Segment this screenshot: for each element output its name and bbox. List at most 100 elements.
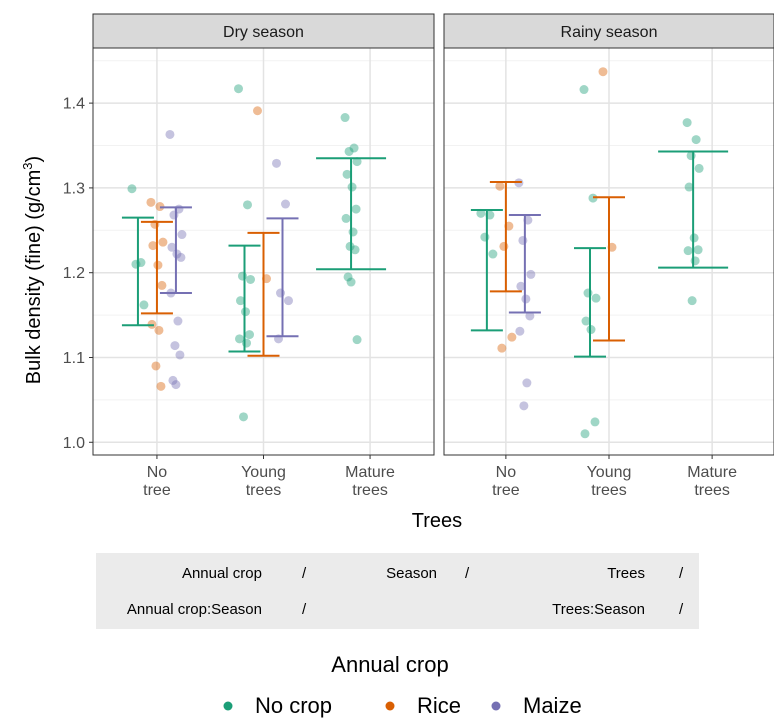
data-point [236, 296, 245, 306]
data-point [148, 241, 158, 251]
data-point [682, 118, 692, 128]
x-tick-label: Mature [687, 464, 737, 481]
x-axis-title: Trees [412, 510, 462, 532]
error-bar-no-crop [316, 157, 387, 271]
y-axis-title-main: Bulk density (fine) (g/cm [23, 170, 45, 385]
stats-label-trees-season: Trees:Season [552, 601, 645, 618]
x-tick-label: trees [352, 482, 388, 499]
data-point [131, 259, 141, 269]
data-point [344, 146, 354, 156]
data-point [342, 169, 352, 179]
legend-title: Annual crop [331, 652, 448, 677]
error-bar-rice [593, 196, 625, 342]
x-tick-label: trees [246, 482, 282, 499]
legend-item-no-crop: No crop [223, 693, 332, 718]
data-point [581, 316, 591, 326]
data-point [146, 197, 156, 207]
data-point [175, 350, 185, 360]
stats-table: Annual crop / Season / Trees / Annual cr… [96, 553, 699, 629]
data-point [515, 326, 525, 336]
error-bar-no-crop [121, 216, 154, 327]
data-point [687, 296, 697, 306]
error-bar-maize [159, 206, 192, 295]
data-point [348, 227, 358, 237]
error-bar-rice [140, 220, 173, 315]
x-tick-label: tree [492, 482, 520, 499]
stats-label-annual-crop: Annual crop [182, 565, 262, 582]
legend: Annual crop No crop Rice Maize [223, 652, 582, 718]
data-point [497, 343, 507, 353]
data-point [272, 158, 281, 168]
stats-label-trees: Trees [607, 565, 645, 582]
data-point [480, 232, 490, 242]
legend-items: No crop Rice Maize [223, 693, 582, 718]
data-point [165, 129, 175, 139]
legend-key [385, 701, 395, 711]
legend-label: Rice [417, 693, 461, 718]
legend-label: Maize [523, 693, 582, 718]
stats-label-season: Season [386, 565, 437, 582]
data-point [488, 249, 498, 259]
data-point [683, 246, 693, 256]
facet-panels: Dry seasonNotreeYoungtreesMaturetrees1.0… [63, 13, 774, 499]
data-point [158, 237, 168, 247]
stats-value-trees: / [679, 565, 684, 582]
data-point [516, 281, 526, 291]
data-point [583, 288, 593, 298]
error-bar-no-crop [470, 208, 503, 332]
data-point [343, 272, 353, 282]
data-point [276, 288, 285, 298]
data-point [246, 274, 255, 284]
data-point [598, 67, 608, 77]
data-point [245, 330, 254, 340]
y-axis-title-tail: ) [23, 156, 45, 163]
panel-dry-season: Dry seasonNotreeYoungtreesMaturetrees1.0… [63, 13, 435, 499]
y-tick-label: 1.0 [63, 435, 85, 452]
strip-title: Dry season [223, 24, 304, 41]
stats-value-crop-season: / [302, 601, 307, 618]
legend-key [491, 701, 501, 711]
data-point [346, 277, 356, 287]
data-point [591, 293, 601, 303]
stats-value-season: / [465, 565, 470, 582]
data-point [235, 334, 244, 344]
legend-label: No crop [255, 693, 332, 718]
data-point [281, 199, 290, 209]
data-point [686, 151, 696, 161]
data-point [476, 208, 486, 218]
strip-background [92, 13, 435, 49]
x-tick-label: trees [694, 482, 730, 499]
legend-key [223, 701, 233, 711]
data-point [349, 143, 359, 153]
data-point [499, 241, 509, 251]
data-point [239, 412, 248, 422]
error-bar-maize [508, 214, 541, 314]
data-point [690, 256, 700, 266]
data-point [495, 181, 505, 191]
x-tick-label: tree [143, 482, 171, 499]
data-point [507, 332, 517, 342]
data-point [284, 296, 293, 306]
x-tick-label: Young [587, 464, 632, 481]
x-tick-label: trees [591, 482, 627, 499]
y-tick-label: 1.2 [63, 265, 85, 282]
data-point [352, 157, 362, 167]
data-point [127, 184, 137, 194]
y-tick-label: 1.3 [63, 180, 85, 197]
data-point [352, 335, 362, 345]
data-point [154, 325, 164, 335]
error-bar-maize [266, 217, 299, 338]
data-point [234, 84, 243, 94]
data-point [525, 311, 535, 321]
data-point [522, 378, 532, 388]
data-point [139, 300, 149, 310]
x-tick-label: Young [241, 464, 286, 481]
error-bar-no-crop [658, 150, 729, 269]
data-point [243, 200, 252, 210]
data-point [693, 245, 703, 255]
data-point [340, 113, 350, 123]
data-point [151, 361, 161, 371]
data-point [238, 271, 247, 281]
data-point [350, 245, 360, 255]
